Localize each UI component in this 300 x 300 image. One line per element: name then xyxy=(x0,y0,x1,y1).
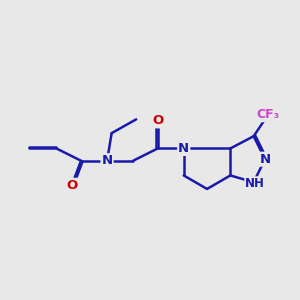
Text: O: O xyxy=(152,114,163,128)
Text: N: N xyxy=(101,154,112,167)
Text: N: N xyxy=(260,153,271,166)
Text: N: N xyxy=(178,142,189,155)
Text: CF₃: CF₃ xyxy=(256,108,280,121)
Text: NH: NH xyxy=(245,177,265,190)
Text: O: O xyxy=(66,179,77,192)
